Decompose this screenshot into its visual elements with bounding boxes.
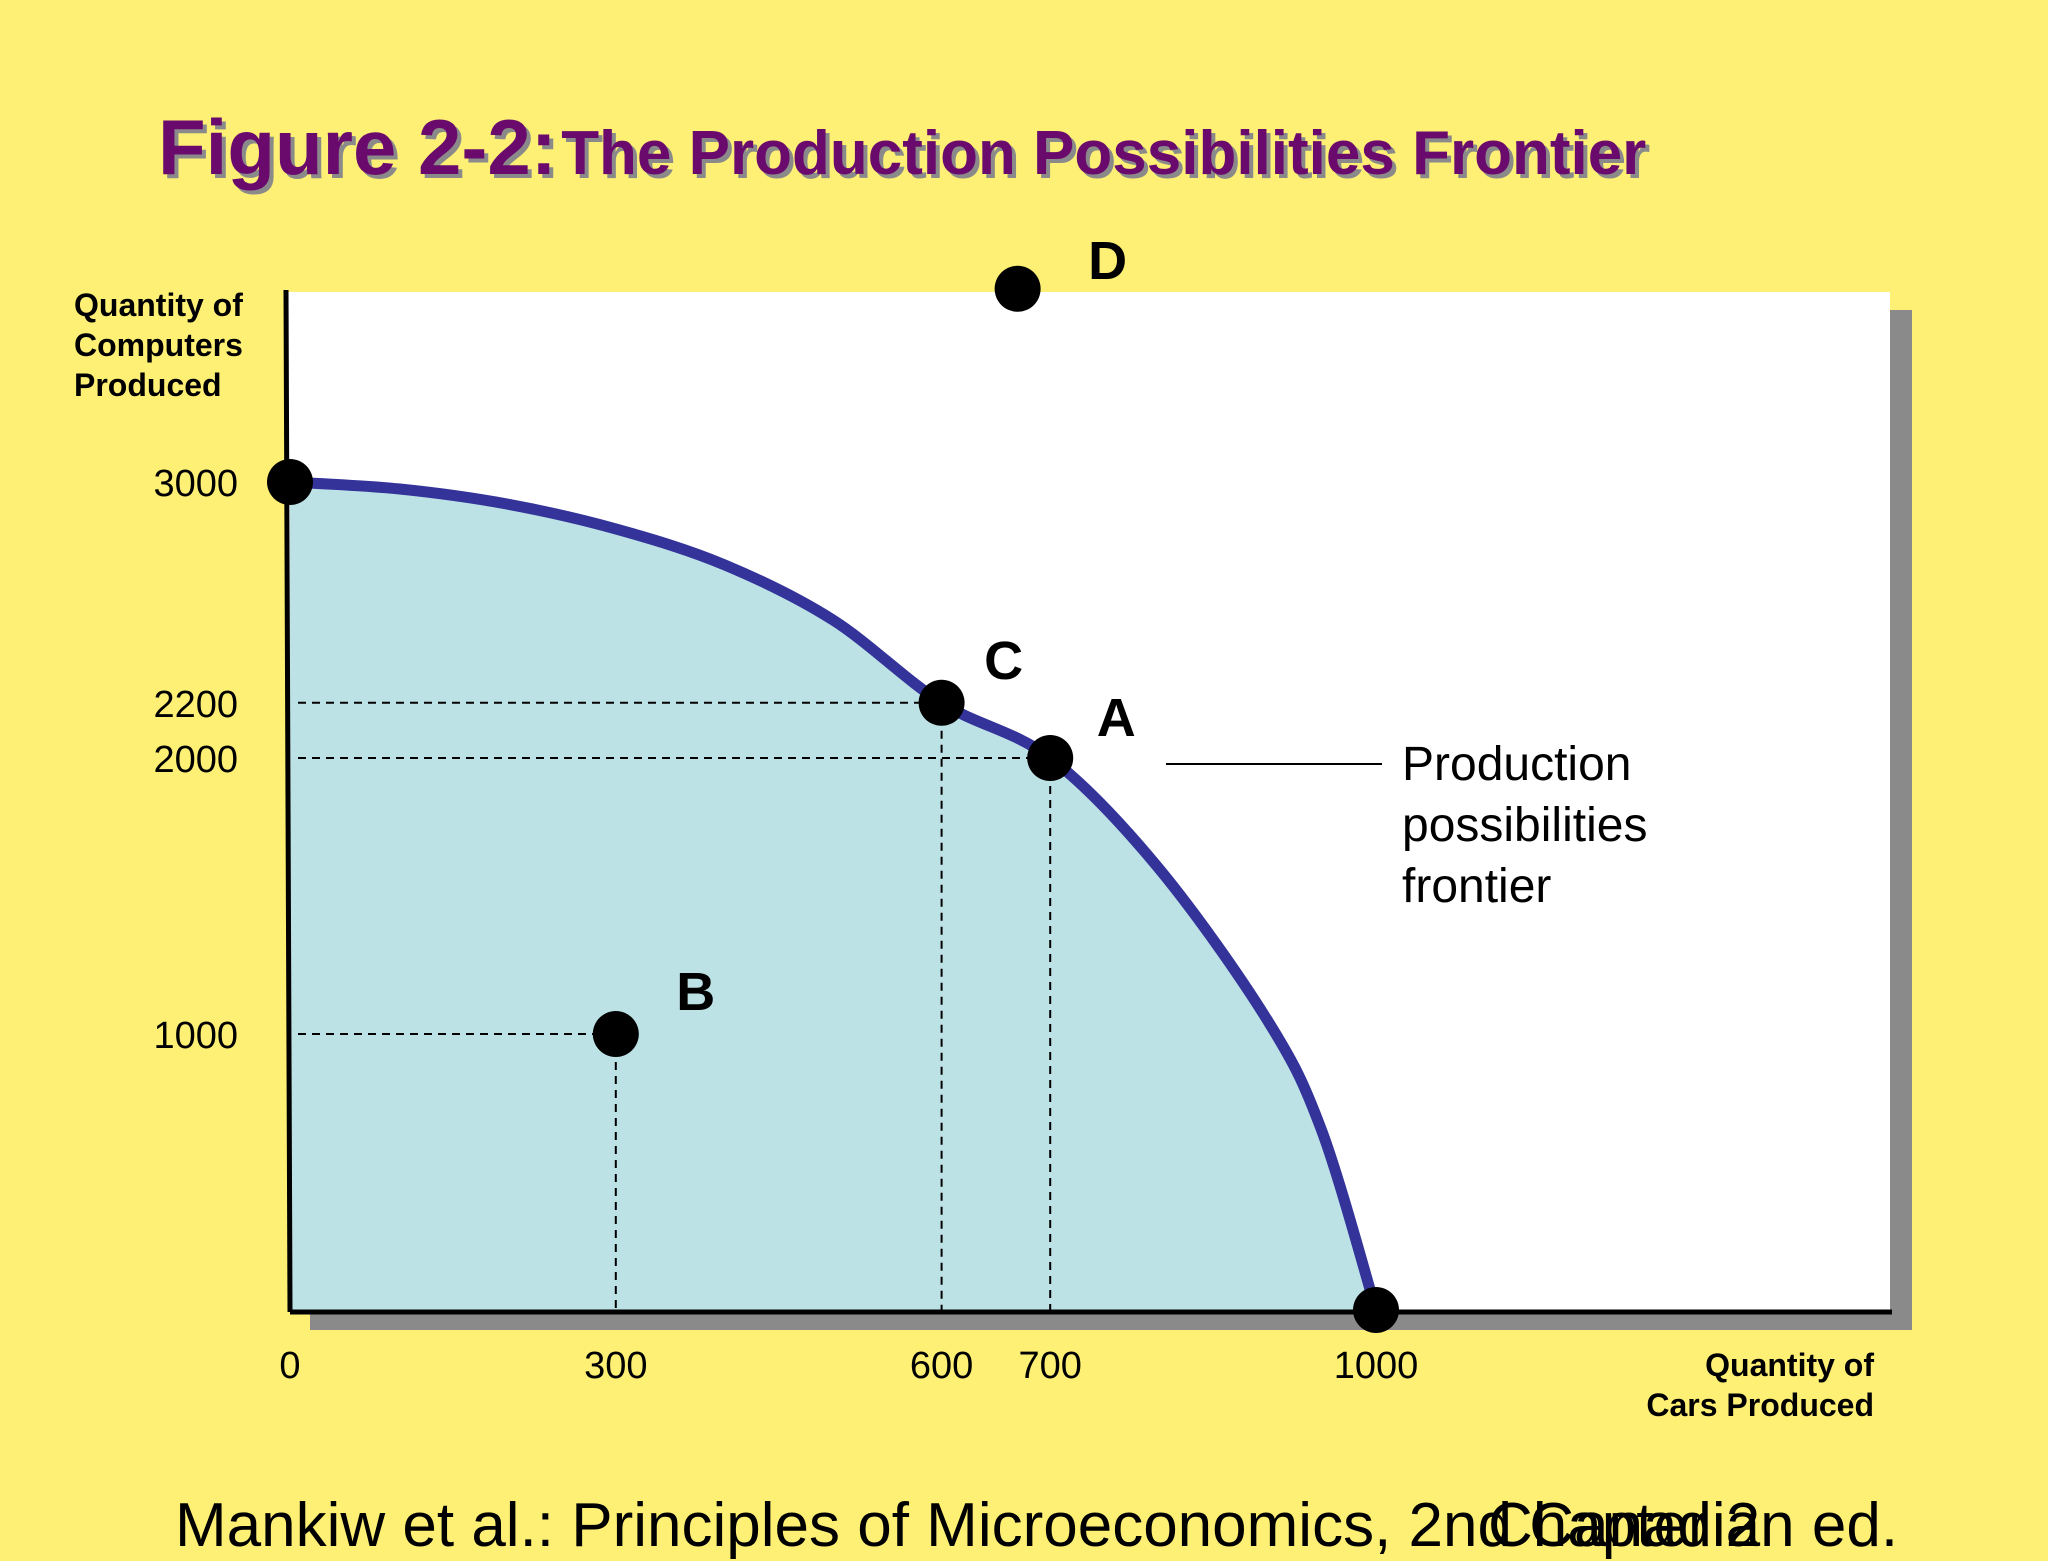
figure-number: Figure 2-2: xyxy=(158,103,557,191)
point-c xyxy=(918,679,965,726)
y-tick-label: 1000 xyxy=(153,1015,238,1057)
figure-title: Figure 2-2: The Production Possibilities… xyxy=(158,102,1646,193)
y-tick-label: 2200 xyxy=(153,684,238,726)
point-a xyxy=(1027,735,1074,781)
frontier-annotation: frontier xyxy=(1402,860,1551,913)
x-axis-label: Quantity of xyxy=(1705,1347,1874,1383)
y-axis-label: Produced xyxy=(74,367,222,403)
x-tick-label: 600 xyxy=(910,1345,973,1387)
point-label-d: D xyxy=(1088,231,1127,291)
y-tick-label: 2000 xyxy=(153,739,238,781)
point-b xyxy=(592,1011,639,1057)
y-axis-label: Quantity of xyxy=(74,287,243,323)
x-tick-label: 1000 xyxy=(1334,1345,1419,1387)
point-axis-4 xyxy=(267,459,313,505)
footer-chapter: Chapter 2 xyxy=(1488,1491,1761,1560)
x-tick-label: 300 xyxy=(584,1345,647,1387)
figure-name: The Production Possibilities Frontier xyxy=(561,119,1647,188)
frontier-annotation: possibilities xyxy=(1402,799,1647,852)
x-tick-label: 0 xyxy=(279,1345,300,1387)
y-tick-label: 3000 xyxy=(153,463,238,505)
point-label-c: C xyxy=(984,631,1023,691)
point-d xyxy=(994,265,1041,312)
point-axis-5 xyxy=(1353,1287,1399,1333)
x-tick-label: 700 xyxy=(1018,1345,1081,1387)
x-axis-label: Cars Produced xyxy=(1646,1387,1874,1423)
feasible-region xyxy=(290,482,1376,1310)
y-axis-label: Computers xyxy=(74,327,243,363)
point-label-b: B xyxy=(676,962,715,1022)
frontier-annotation: Production xyxy=(1402,738,1631,791)
point-label-a: A xyxy=(1097,688,1136,748)
